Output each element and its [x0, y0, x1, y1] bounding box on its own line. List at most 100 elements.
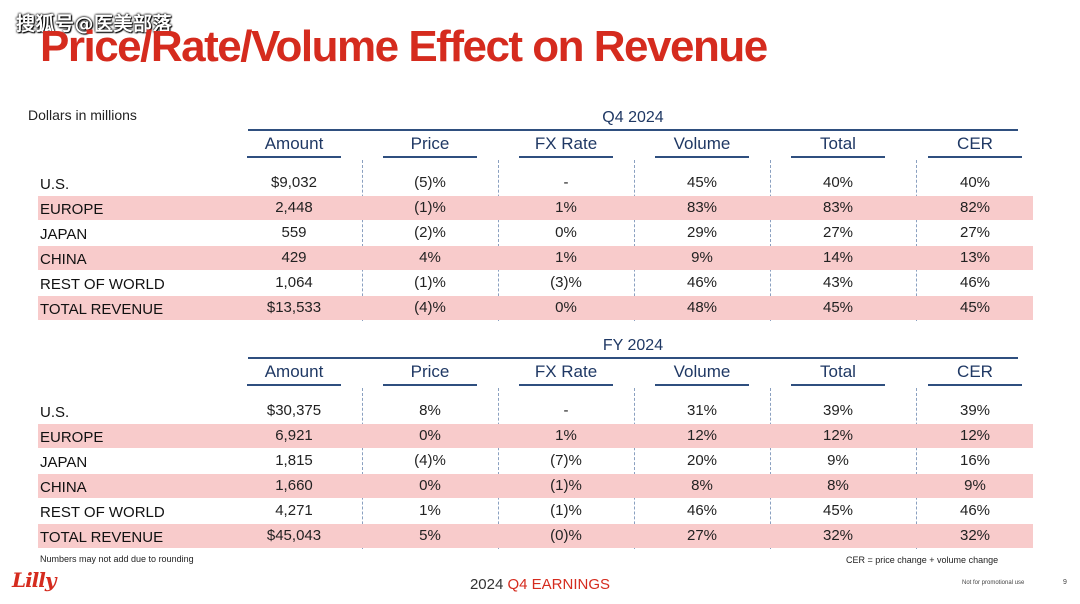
period-heading: Q4 2024: [602, 109, 664, 126]
row-label-europe: EUROPE: [40, 201, 104, 218]
row-label-china: CHINA: [40, 251, 87, 268]
cell-fx-rate: (1)%: [550, 477, 582, 494]
cell-price: 0%: [419, 427, 441, 444]
cell-fx-rate: 1%: [555, 199, 577, 216]
row-label-u-s: U.S.: [40, 176, 70, 193]
column-underline: [383, 156, 477, 158]
table-row: JAPAN 1,815 (4)% (7)% 20% 9% 16%: [38, 449, 1033, 473]
column-header-volume: Volume: [673, 362, 731, 381]
row-label-total-revenue: TOTAL REVENUE: [40, 301, 164, 318]
cell-price: (2)%: [414, 224, 446, 241]
row-label-total-revenue: TOTAL REVENUE: [40, 529, 164, 546]
cell-total: 43%: [822, 274, 854, 291]
column-underline: [383, 384, 477, 386]
row-label-u-s: U.S.: [40, 404, 70, 421]
column-divider: [916, 160, 917, 321]
cell-total: 27%: [822, 224, 854, 241]
cell-amount: 1,064: [275, 274, 313, 291]
column-header-fx-rate: FX Rate: [534, 134, 598, 153]
cell-volume: 46%: [686, 502, 718, 519]
column-underline: [791, 156, 885, 158]
row-label-japan: JAPAN: [40, 226, 88, 243]
table-row: EUROPE 6,921 0% 1% 12% 12% 12%: [38, 424, 1033, 448]
column-divider: [770, 160, 771, 321]
column-divider: [916, 388, 917, 549]
cell-total: 45%: [822, 502, 854, 519]
cell-volume: 46%: [686, 274, 718, 291]
cell-total: 12%: [822, 427, 854, 444]
table-row: REST OF WORLD 4,271 1% (1)% 46% 45% 46%: [38, 499, 1033, 523]
cell-amount: $30,375: [266, 402, 322, 419]
cell-amount: $13,533: [266, 299, 322, 316]
cell-price: 1%: [419, 502, 441, 519]
column-underline: [519, 384, 613, 386]
cell-fx-rate: (0)%: [550, 527, 582, 544]
column-header-cer: CER: [957, 134, 993, 153]
watermark: 搜狐号@医美部落: [16, 13, 173, 35]
column-underline: [791, 384, 885, 386]
cell-volume: 27%: [686, 527, 718, 544]
column-header-total: Total: [820, 134, 856, 153]
cell-fx-rate: (1)%: [550, 502, 582, 519]
cell-total: 40%: [822, 174, 854, 191]
column-underline: [655, 156, 749, 158]
cell-volume: 12%: [686, 427, 718, 444]
table-row: CHINA 429 4% 1% 9% 14% 13%: [38, 246, 1033, 270]
column-divider: [498, 388, 499, 549]
cell-cer: 39%: [959, 402, 991, 419]
column-divider: [634, 388, 635, 549]
cell-price: 0%: [419, 477, 441, 494]
cell-price: (4)%: [414, 299, 446, 316]
units-note: Dollars in millions: [28, 107, 137, 123]
footnote-rounding: Numbers may not add due to rounding: [40, 554, 194, 564]
table-row: TOTAL REVENUE $45,043 5% (0)% 27% 32% 32%: [38, 524, 1033, 548]
row-label-rest-of-world: REST OF WORLD: [40, 276, 165, 293]
row-label-japan: JAPAN: [40, 454, 88, 471]
column-underline: [928, 384, 1022, 386]
column-underline: [519, 156, 613, 158]
footer-year: 2024: [469, 576, 504, 593]
table-row: JAPAN 559 (2)% 0% 29% 27% 27%: [38, 221, 1033, 245]
row-label-europe: EUROPE: [40, 429, 104, 446]
cell-total: 9%: [827, 452, 849, 469]
cell-volume: 83%: [686, 199, 718, 216]
column-divider: [362, 160, 363, 321]
cell-cer: 40%: [959, 174, 991, 191]
row-label-rest-of-world: REST OF WORLD: [40, 504, 165, 521]
table-row: REST OF WORLD 1,064 (1)% (3)% 46% 43% 46%: [38, 271, 1033, 295]
cell-price: (1)%: [414, 274, 446, 291]
table-row: U.S. $9,032 (5)% - 45% 40% 40%: [38, 171, 1033, 195]
cell-amount: 4,271: [275, 502, 313, 519]
column-header-amount: Amount: [264, 134, 324, 153]
period-heading: FY 2024: [602, 337, 664, 354]
footnote-cer: CER = price change + volume change: [846, 555, 999, 565]
cell-cer: 13%: [959, 249, 991, 266]
cell-cer: 82%: [959, 199, 991, 216]
column-header-volume: Volume: [673, 134, 731, 153]
cell-amount: 1,660: [275, 477, 313, 494]
cell-price: (1)%: [414, 199, 446, 216]
cell-price: 4%: [419, 249, 441, 266]
column-underline: [247, 384, 341, 386]
column-divider: [362, 388, 363, 549]
column-divider: [770, 388, 771, 549]
cell-amount: 559: [281, 224, 307, 241]
cell-total: 45%: [822, 299, 854, 316]
cell-fx-rate: 0%: [555, 224, 577, 241]
cell-fx-rate: 1%: [555, 427, 577, 444]
period-underline: [248, 129, 1018, 131]
cell-amount: 6,921: [275, 427, 313, 444]
cell-total: 39%: [822, 402, 854, 419]
footer-earnings: Q4 EARNINGS: [507, 576, 611, 593]
table-row: CHINA 1,660 0% (1)% 8% 8% 9%: [38, 474, 1033, 498]
cell-cer: 45%: [959, 299, 991, 316]
cell-volume: 31%: [686, 402, 718, 419]
cell-volume: 29%: [686, 224, 718, 241]
cell-volume: 20%: [686, 452, 718, 469]
cell-volume: 9%: [691, 249, 713, 266]
lilly-logo: Lilly: [12, 568, 56, 592]
period-underline: [248, 357, 1018, 359]
cell-cer: 12%: [959, 427, 991, 444]
cell-fx-rate: -: [563, 174, 569, 191]
cell-price: (4)%: [414, 452, 446, 469]
